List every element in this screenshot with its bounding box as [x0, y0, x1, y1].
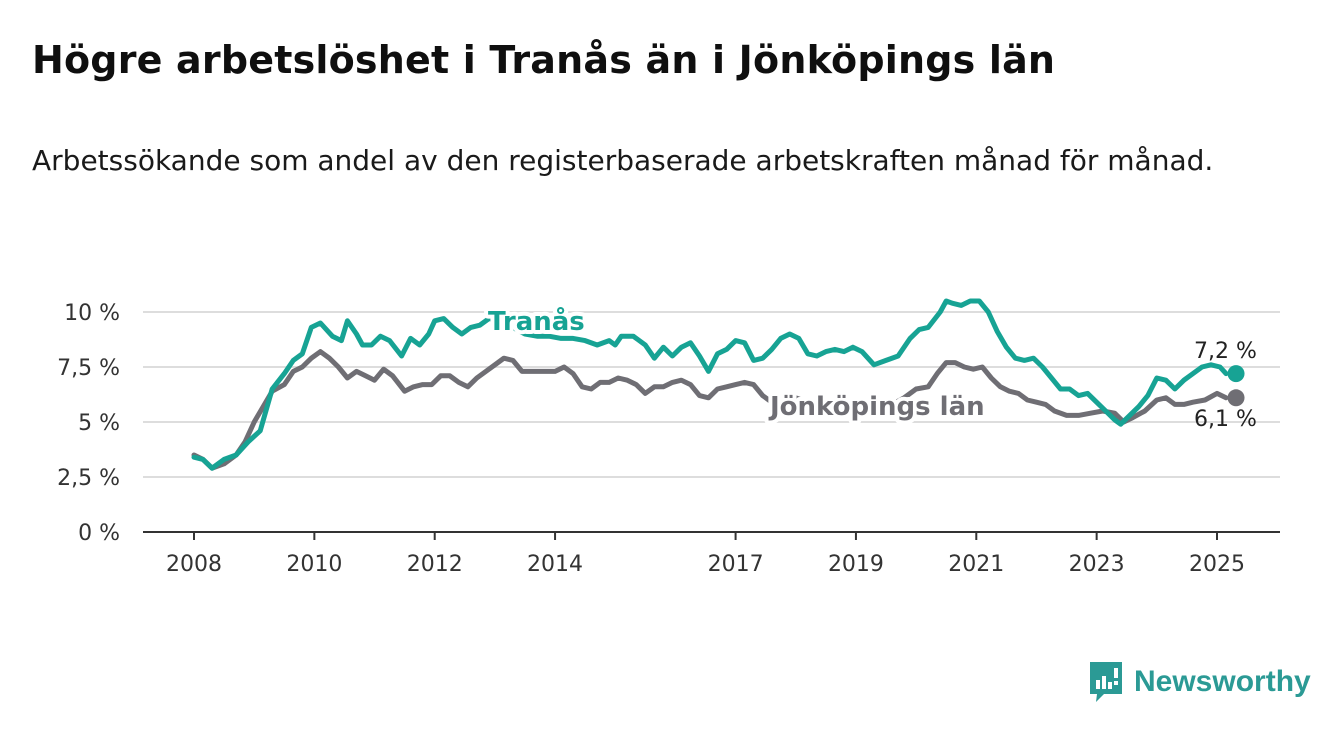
series-label-tranas: Tranås: [488, 305, 585, 337]
newsworthy-logo[interactable]: Newsworthy: [1088, 660, 1311, 704]
x-tick-label: 2023: [1069, 552, 1125, 577]
y-tick-label: 7,5 %: [57, 356, 120, 381]
y-tick-label: 0 %: [78, 521, 120, 546]
end-value-jonkoping: 6,1 %: [1194, 407, 1257, 432]
x-tick-label: 2014: [527, 552, 583, 577]
series-label-tranas-halo: Tranås: [488, 305, 585, 337]
newsworthy-logo-icon: [1090, 662, 1122, 702]
series-line-jonkoping: [191, 349, 1229, 471]
x-tick-label: 2008: [166, 552, 222, 577]
x-tick-label: 2010: [286, 552, 342, 577]
series-end-point: [1227, 365, 1245, 383]
y-tick-label: 2,5 %: [57, 466, 120, 491]
series-end-point: [1227, 389, 1245, 407]
x-tick-label: 2019: [828, 552, 884, 577]
chart-title: Högre arbetslöshet i Tranås än i Jönköpi…: [32, 38, 1056, 82]
y-tick-label: 10 %: [64, 301, 120, 326]
series-label-jonkoping: Jönköpings län: [768, 392, 985, 422]
y-axis-ticks: 0 % 2,5 % 5 % 7,5 % 10 %: [57, 301, 120, 546]
x-axis-ticks: 2008 2010 2012 2014 2017 2019 2021 2023 2025: [143, 531, 1280, 577]
x-tick-label: 2021: [948, 552, 1004, 577]
brand-name: Newsworthy: [1134, 665, 1311, 698]
series-line-tranas: [191, 298, 1229, 471]
x-tick-label: 2025: [1189, 552, 1245, 577]
chart-subtitle: Arbetssökande som andel av den registerb…: [32, 144, 1214, 177]
y-tick-label: 5 %: [78, 411, 120, 436]
x-tick-label: 2012: [407, 552, 463, 577]
end-value-tranas: 7,2 %: [1194, 339, 1257, 364]
series-label-jonkoping-halo: Jönköpings län: [768, 392, 985, 422]
x-tick-label: 2017: [708, 552, 764, 577]
series-lines: [191, 298, 1245, 471]
